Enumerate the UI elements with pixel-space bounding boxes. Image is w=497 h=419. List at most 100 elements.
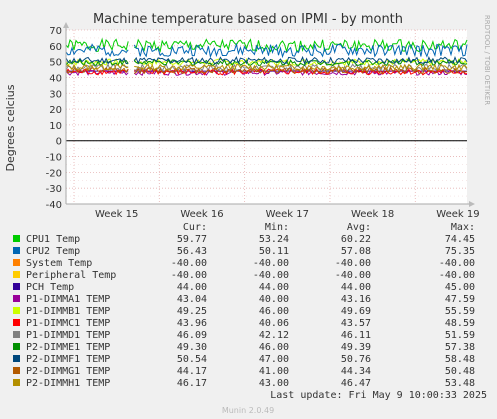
legend-value-max: 57.38 <box>445 342 475 353</box>
legend-series-name: P1-DIMMD1 TEMP <box>26 330 110 341</box>
chart-title: Machine temperature based on IPMI - by m… <box>93 12 403 27</box>
legend-value-cur: -40.00 <box>171 270 207 281</box>
legend-value-max: 55.59 <box>445 306 475 317</box>
y-tick-label: 30 <box>49 89 62 100</box>
legend-value-cur: 56.43 <box>177 246 207 257</box>
legend-value-min: 46.00 <box>259 306 289 317</box>
legend-swatch <box>13 379 20 386</box>
x-axis-arrow <box>469 201 475 207</box>
legend-value-avg: 46.47 <box>341 378 371 389</box>
legend-swatch <box>13 235 20 242</box>
legend-value-cur: 49.25 <box>177 306 207 317</box>
legend-series-name: P1-DIMMA1 TEMP <box>26 294 110 305</box>
y-tick-label: -10 <box>46 153 62 164</box>
legend-value-min: 41.00 <box>259 366 289 377</box>
legend-value-avg: 49.69 <box>341 306 371 317</box>
legend-value-avg: -40.00 <box>335 270 371 281</box>
legend-swatch <box>13 271 20 278</box>
legend-value-max: 75.35 <box>445 246 475 257</box>
legend-value-cur: 50.54 <box>177 354 207 365</box>
y-tick-label: 40 <box>49 73 62 84</box>
legend-value-cur: -40.00 <box>171 258 207 269</box>
legend-value-cur: 44.00 <box>177 282 207 293</box>
legend-value-min: 50.11 <box>259 246 289 257</box>
legend-value-avg: 50.76 <box>341 354 371 365</box>
legend-series-name: P2-DIMMG1 TEMP <box>26 366 110 377</box>
last-update-text: Last update: Fri May 9 10:00:33 2025 <box>270 390 487 401</box>
legend: Cur: Min: Avg: Max: CPU1 Temp 59.77 53.24 60.22… <box>13 222 475 389</box>
series-line <box>65 66 468 75</box>
y-tick-labels: -40 -30 -20 -10 0 10 20 30 40 50 60 70 <box>46 26 62 211</box>
legend-value-cur: 43.96 <box>177 318 207 329</box>
legend-swatch <box>13 367 20 374</box>
series-line <box>65 55 468 65</box>
legend-series-name: System Temp <box>26 258 92 269</box>
legend-header-cur: Cur: <box>183 222 207 233</box>
legend-value-max: -40.00 <box>439 270 475 281</box>
legend-series-name: P2-DIMME1 TEMP <box>26 342 110 353</box>
x-tick-label: Week 17 <box>266 209 309 220</box>
x-tick-label: Week 18 <box>351 209 394 220</box>
y-tick-label: 60 <box>49 42 62 53</box>
y-tick-label: 20 <box>49 105 62 116</box>
x-tick-label: Week 15 <box>95 209 138 220</box>
legend-series-name: P2-DIMMH1 TEMP <box>26 378 110 389</box>
legend-value-max: 47.59 <box>445 294 475 305</box>
legend-value-min: 43.00 <box>259 378 289 389</box>
legend-series-name: CPU1 Temp <box>26 234 80 245</box>
legend-value-min: 40.06 <box>259 318 289 329</box>
y-tick-label: 10 <box>49 121 62 132</box>
legend-series-name: Peripheral Temp <box>26 270 116 281</box>
legend-value-avg: 49.39 <box>341 342 371 353</box>
legend-value-max: 51.59 <box>445 330 475 341</box>
legend-value-max: 45.00 <box>445 282 475 293</box>
legend-value-cur: 44.17 <box>177 366 207 377</box>
legend-header-max: Max: <box>451 222 475 233</box>
legend-swatch <box>13 355 20 362</box>
series-line <box>65 63 468 72</box>
legend-value-min: -40.00 <box>253 270 289 281</box>
legend-value-cur: 43.04 <box>177 294 207 305</box>
legend-value-max: 74.45 <box>445 234 475 245</box>
munin-version-text: Munin 2.0.49 <box>222 406 274 415</box>
y-tick-label: 0 <box>56 137 62 148</box>
legend-value-avg: 43.16 <box>341 294 371 305</box>
legend-header-min: Min: <box>265 222 289 233</box>
legend-swatch <box>13 319 20 326</box>
legend-value-max: 50.48 <box>445 366 475 377</box>
legend-swatch <box>13 295 20 302</box>
legend-value-min: 46.00 <box>259 342 289 353</box>
legend-value-min: 47.00 <box>259 354 289 365</box>
legend-series-name: P1-DIMMB1 TEMP <box>26 306 110 317</box>
legend-value-cur: 49.30 <box>177 342 207 353</box>
legend-series-name: P2-DIMMF1 TEMP <box>26 354 110 365</box>
legend-value-min: 53.24 <box>259 234 289 245</box>
legend-value-min: 42.12 <box>259 330 289 341</box>
legend-swatch <box>13 259 20 266</box>
legend-value-cur: 46.09 <box>177 330 207 341</box>
legend-value-max: -40.00 <box>439 258 475 269</box>
legend-value-min: -40.00 <box>253 258 289 269</box>
series-line <box>65 42 468 59</box>
legend-value-cur: 59.77 <box>177 234 207 245</box>
legend-value-avg: 44.34 <box>341 366 371 377</box>
legend-value-avg: 43.57 <box>341 318 371 329</box>
legend-value-avg: -40.00 <box>335 258 371 269</box>
legend-series-name: CPU2 Temp <box>26 246 80 257</box>
legend-series-name: P1-DIMMC1 TEMP <box>26 318 110 329</box>
y-tick-label: 50 <box>49 58 62 69</box>
legend-value-avg: 60.22 <box>341 234 371 245</box>
y-axis-arrow <box>63 22 69 28</box>
axes <box>63 22 475 207</box>
legend-swatch <box>13 247 20 254</box>
legend-value-max: 48.59 <box>445 318 475 329</box>
legend-value-max: 53.48 <box>445 378 475 389</box>
legend-swatch <box>13 331 20 338</box>
legend-header-avg: Avg: <box>347 222 371 233</box>
legend-swatch <box>13 307 20 314</box>
legend-value-avg: 46.11 <box>341 330 371 341</box>
y-tick-label: -30 <box>46 184 62 195</box>
x-tick-labels: Week 15 Week 16 Week 17 Week 18 Week 19 <box>95 209 480 220</box>
legend-value-cur: 46.17 <box>177 378 207 389</box>
